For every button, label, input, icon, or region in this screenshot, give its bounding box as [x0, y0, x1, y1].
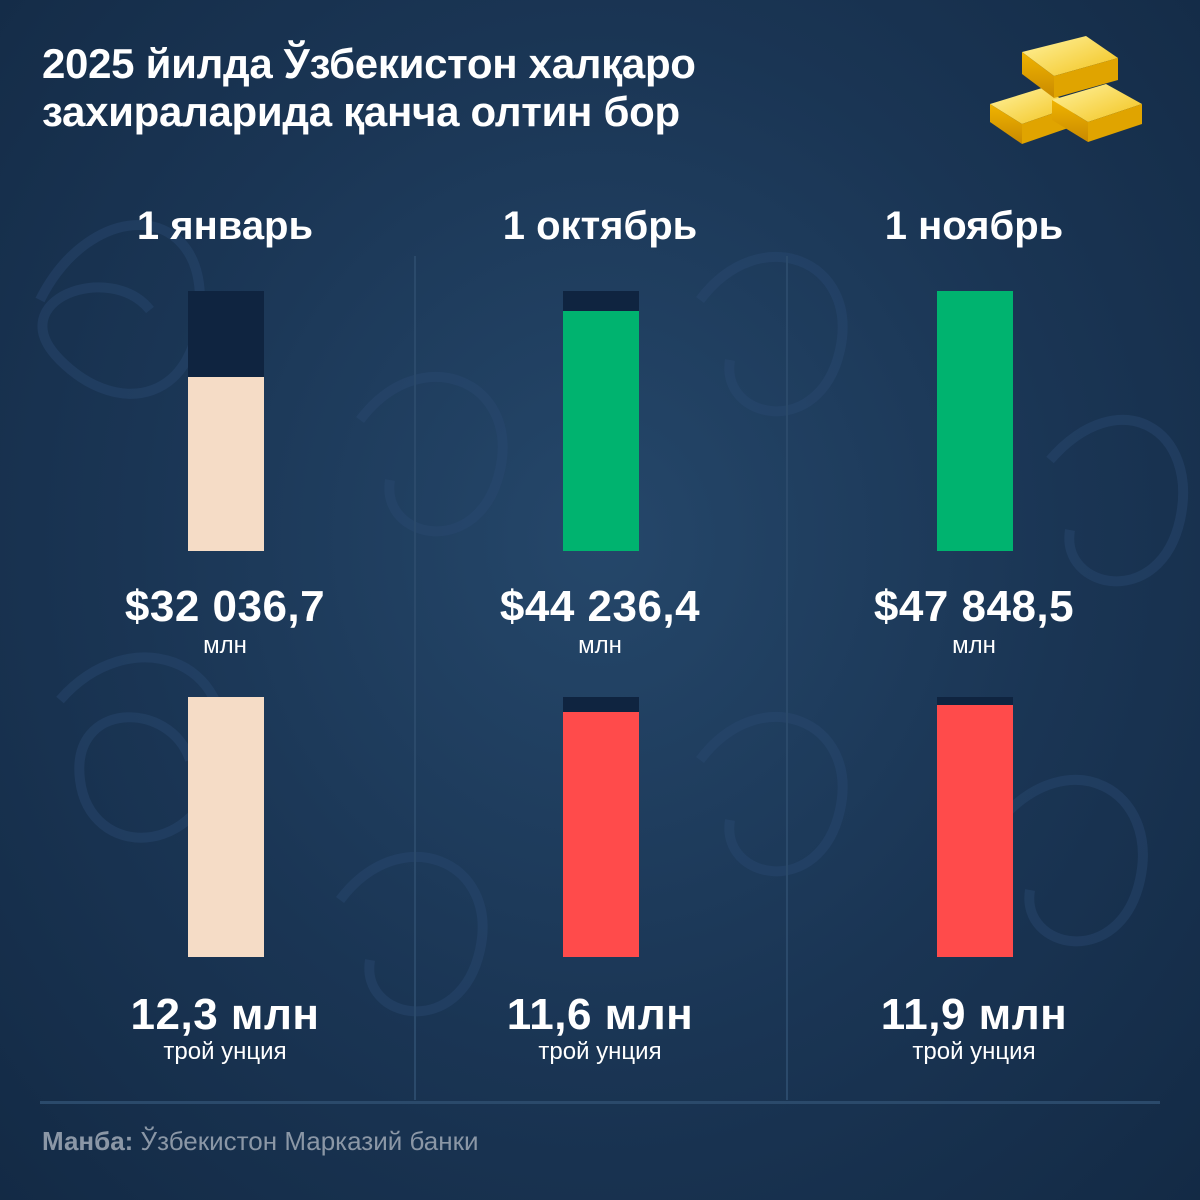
- usd-bar: [563, 311, 639, 551]
- usd-bar: [188, 377, 264, 551]
- gold-bars-icon: [990, 36, 1142, 144]
- source-note: Манба: Ўзбекистон Марказий банки: [42, 1126, 479, 1157]
- oz-unit: трой унция: [912, 1038, 1036, 1065]
- oz-bar-track: [937, 697, 1013, 957]
- title-line-1: 2025 йилда Ўзбекистон халқаро: [42, 40, 696, 87]
- source-text: Ўзбекистон Марказий банки: [133, 1126, 479, 1156]
- date-label: 1 ноябрь: [884, 204, 1064, 248]
- column-divider-2: [786, 256, 788, 1100]
- usd-unit: млн: [203, 632, 247, 659]
- oz-unit: трой унция: [163, 1038, 287, 1065]
- usd-value: $44 236,4: [499, 582, 701, 631]
- oz-value: 11,6 млн: [506, 990, 694, 1039]
- oz-value: 12,3 млн: [130, 990, 320, 1039]
- oz-unit: трой унция: [538, 1038, 662, 1065]
- usd-bar: [937, 291, 1013, 551]
- date-label: 1 январь: [136, 204, 314, 248]
- oz-bar: [188, 697, 264, 957]
- title-line-2: захираларида қанча олтин бор: [42, 88, 680, 135]
- oz-bar-track: [563, 697, 639, 957]
- oz-bar-track: [188, 697, 264, 957]
- column-november: 1 ноябрь $47 848,5 млн 11,9 млн трой унц…: [824, 200, 1124, 1080]
- usd-value: $47 848,5: [873, 582, 1075, 631]
- page-title: 2025 йилда Ўзбекистон халқаро захиралари…: [42, 40, 922, 136]
- usd-unit: млн: [952, 632, 996, 659]
- source-label: Манба:: [42, 1126, 134, 1156]
- oz-value: 11,9 млн: [880, 990, 1068, 1039]
- usd-value: $32 036,7: [124, 582, 326, 631]
- usd-bar-track: [563, 291, 639, 551]
- column-october: 1 октябрь $44 236,4 млн 11,6 млн трой ун…: [450, 200, 750, 1080]
- column-divider-1: [414, 256, 416, 1100]
- usd-bar-track: [188, 291, 264, 551]
- oz-bar: [937, 705, 1013, 957]
- usd-bar-track: [937, 291, 1013, 551]
- date-label: 1 октябрь: [502, 204, 698, 248]
- column-january: 1 январь $32 036,7 млн 12,3 млн трой унц…: [75, 200, 375, 1080]
- oz-bar: [563, 712, 639, 957]
- footer-divider: [40, 1101, 1160, 1104]
- usd-unit: млн: [578, 632, 622, 659]
